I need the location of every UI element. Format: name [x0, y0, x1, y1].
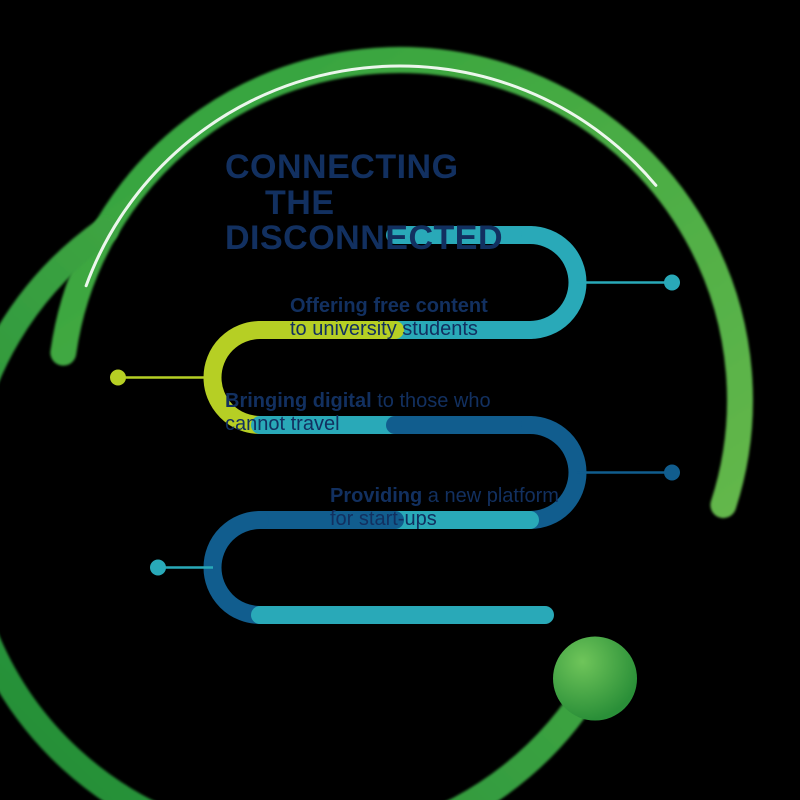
item-0-light: to university students — [290, 318, 478, 340]
title-line-2: THE — [225, 186, 503, 222]
item-1: Bringing digital to those who cannot tra… — [225, 390, 535, 436]
item-0-bold: Offering free content — [290, 295, 488, 317]
title: CONNECTING THE DISCONNECTED — [225, 150, 503, 257]
item-1-bold: Bringing digital — [225, 390, 372, 412]
title-line-1: CONNECTING — [225, 150, 503, 186]
stage: CONNECTING THE DISCONNECTED Offering fre… — [0, 0, 800, 800]
item-2: Providing a new platform for start-ups — [330, 485, 560, 531]
item-0: Offering free content to university stud… — [290, 295, 550, 341]
title-line-3: DISCONNECTED — [225, 221, 503, 257]
item-2-bold: Providing — [330, 485, 422, 507]
